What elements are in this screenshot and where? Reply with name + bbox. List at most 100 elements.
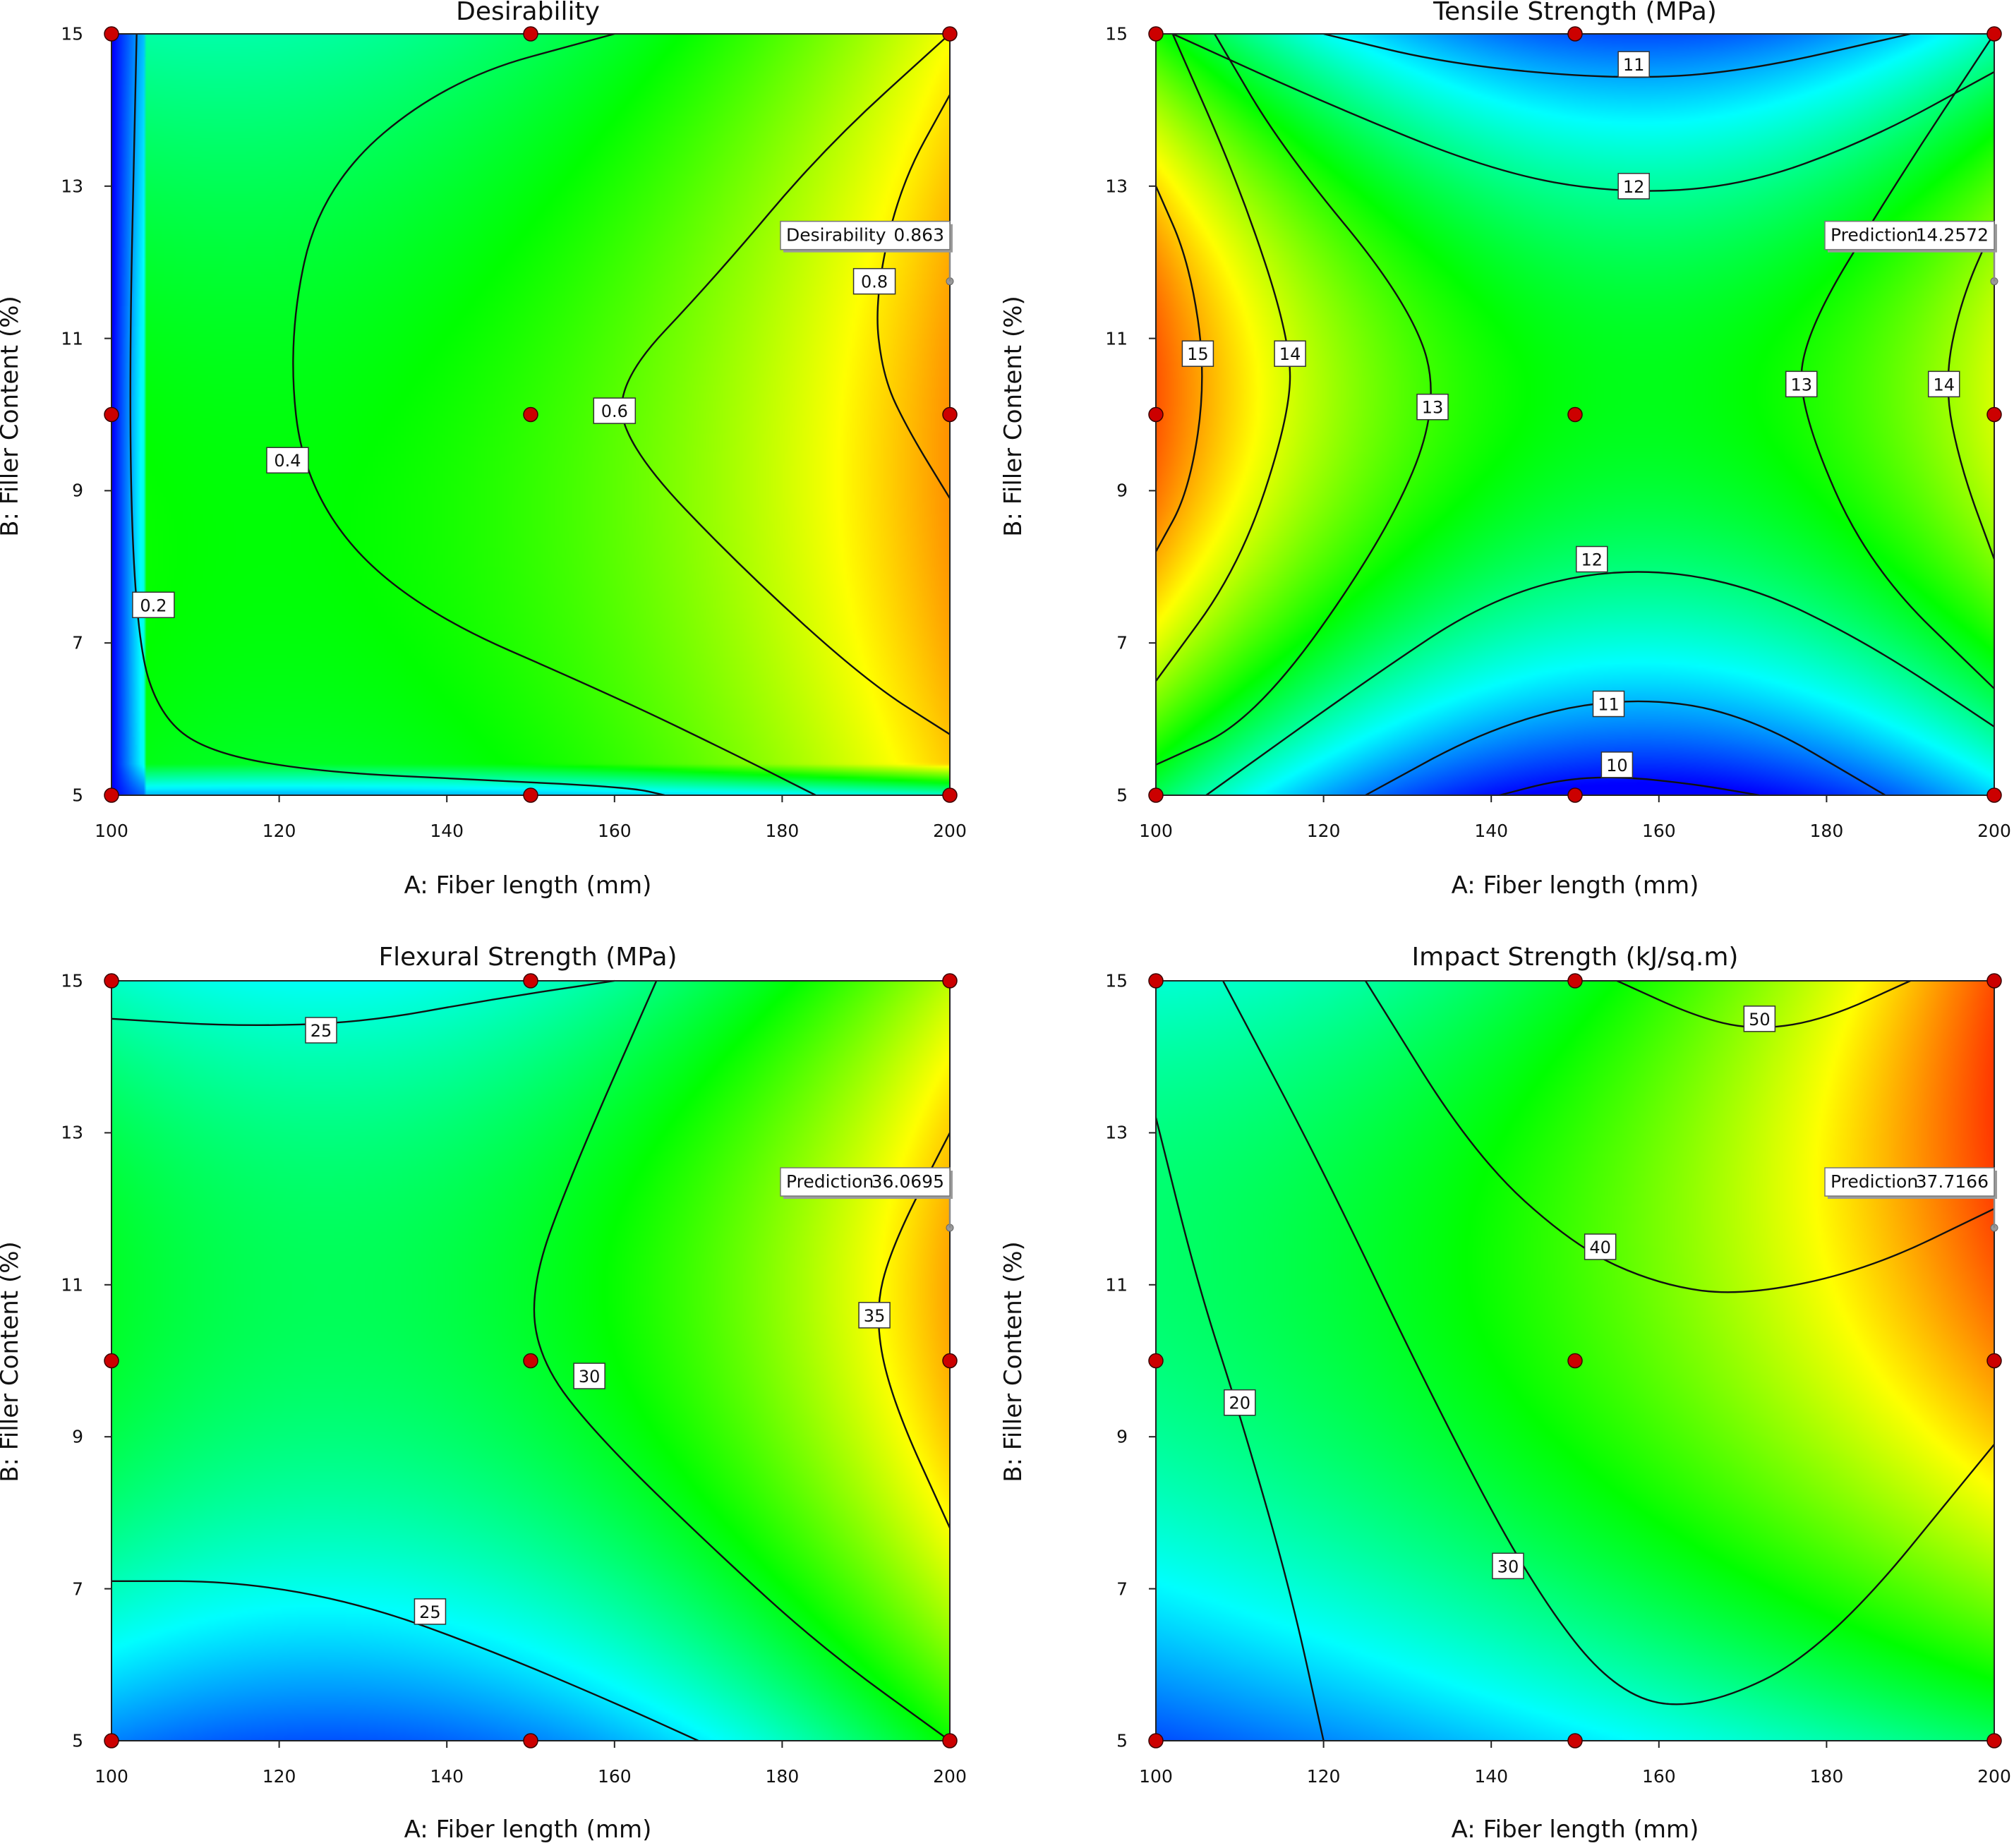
y-tick: 15 <box>1105 970 1128 991</box>
contour-label: 13 <box>1422 398 1444 418</box>
x-tick: 120 <box>1306 1766 1341 1787</box>
contour-label: 15 <box>1187 344 1209 364</box>
x-tick: 140 <box>1474 1766 1509 1787</box>
x-tick: 200 <box>1977 821 2011 841</box>
x-tick: 200 <box>933 821 967 841</box>
y-tick: 9 <box>72 1426 83 1447</box>
design-point <box>942 1353 958 1369</box>
contour-label-box <box>414 1598 447 1625</box>
contour-label-box <box>1181 340 1214 367</box>
chart-title: Desirability <box>456 0 600 26</box>
contour-line <box>1499 776 1760 797</box>
design-point <box>1148 1353 1164 1369</box>
contour-label: 0.4 <box>274 451 301 471</box>
design-point <box>1148 973 1164 989</box>
x-tick: 120 <box>1306 821 1341 841</box>
contour-label-box <box>1592 690 1625 718</box>
contour-label-box <box>1785 370 1818 398</box>
contour-label-box <box>1576 545 1608 573</box>
contour-label-box <box>852 267 896 295</box>
y-axis-label: B: Filler Content (%) <box>999 296 1027 537</box>
contour-label-box <box>1927 370 1960 398</box>
contour-label: 11 <box>1598 695 1620 715</box>
x-tick: 160 <box>1641 1766 1676 1787</box>
contour-line <box>1616 979 1911 1029</box>
contour-label: 0.8 <box>861 272 888 292</box>
x-tick: 140 <box>1474 821 1509 841</box>
design-point <box>1986 973 2002 989</box>
design-point <box>104 787 119 803</box>
contour-line <box>1205 571 1995 796</box>
design-point <box>1986 406 2002 423</box>
contour-label-box <box>1743 1005 1776 1032</box>
x-tick: 100 <box>95 1766 128 1787</box>
contour-label: 10 <box>1606 756 1628 775</box>
contour-line <box>1154 1117 1325 1741</box>
design-point <box>523 1353 538 1369</box>
x-tick: 180 <box>1809 1766 1844 1787</box>
contour-line <box>1323 32 1911 78</box>
design-point <box>1148 406 1164 423</box>
contour-label-box <box>1617 173 1650 200</box>
x-tick: 160 <box>597 1766 632 1787</box>
contour-label-box <box>573 1363 605 1389</box>
y-tick: 5 <box>1116 785 1128 806</box>
x-axis-label: A: Fiber length (mm) <box>404 1816 652 1844</box>
x-tick: 100 <box>1139 821 1173 841</box>
x-tick: 120 <box>262 821 296 841</box>
contour-plot: 0.2 0.4 0.6 0.8 Desirability 0.863 <box>104 26 958 803</box>
chart-title: Flexural Strength (MPa) <box>378 943 677 972</box>
chart-title: Impact Strength (kJ/sq.m) <box>1411 943 1739 972</box>
prediction-label: Desirability <box>786 225 886 246</box>
design-point <box>1986 1733 2002 1749</box>
prediction-label: Prediction <box>1831 1171 1918 1192</box>
design-point <box>942 406 958 423</box>
contour-line <box>1365 700 1886 797</box>
design-point <box>1567 26 1583 42</box>
contour-line <box>292 32 816 797</box>
y-tick: 7 <box>1116 1578 1128 1600</box>
contour-line <box>1222 980 1995 1705</box>
design-point <box>1567 406 1583 423</box>
contour-label: 13 <box>1790 375 1812 394</box>
design-point <box>104 973 119 989</box>
contour-label: 0.6 <box>601 401 628 421</box>
y-tick: 15 <box>61 23 83 44</box>
design-point <box>104 406 119 423</box>
contour-line <box>1947 224 1996 560</box>
y-tick: 11 <box>1105 1274 1128 1296</box>
x-axis-label: A: Fiber length (mm) <box>1451 1816 1699 1844</box>
x-tick: 180 <box>765 821 800 841</box>
x-axis-label: A: Fiber length (mm) <box>404 871 652 900</box>
y-tick: 5 <box>1116 1730 1128 1751</box>
x-tick: 100 <box>95 821 128 841</box>
x-axis-label: A: Fiber length (mm) <box>1451 871 1699 900</box>
design-point <box>104 1733 119 1749</box>
contour-label-box <box>1492 1552 1524 1580</box>
y-tick: 13 <box>1105 176 1128 197</box>
design-point <box>1567 787 1583 803</box>
x-tick: 140 <box>430 821 464 841</box>
contour-line <box>111 1580 699 1742</box>
design-point <box>942 973 958 989</box>
contour-label: 35 <box>864 1306 886 1326</box>
contour-label: 12 <box>1581 550 1603 570</box>
contour-label: 14 <box>1279 344 1301 364</box>
design-point <box>1567 1353 1583 1369</box>
y-tick: 15 <box>1105 23 1128 44</box>
x-tick: 200 <box>1977 1766 2011 1787</box>
prediction-value: 14.2572 <box>1916 225 1989 246</box>
contour-line <box>1154 186 1203 552</box>
x-tick: 120 <box>262 1766 296 1787</box>
design-point <box>942 787 958 803</box>
prediction-box <box>780 1167 951 1197</box>
design-point <box>523 1733 538 1749</box>
y-tick: 5 <box>72 785 83 806</box>
y-tick: 15 <box>61 970 83 991</box>
y-tick: 13 <box>61 176 83 197</box>
y-tick: 11 <box>1105 328 1128 349</box>
contour-label: 12 <box>1623 177 1645 197</box>
contour-label-box <box>266 447 309 473</box>
